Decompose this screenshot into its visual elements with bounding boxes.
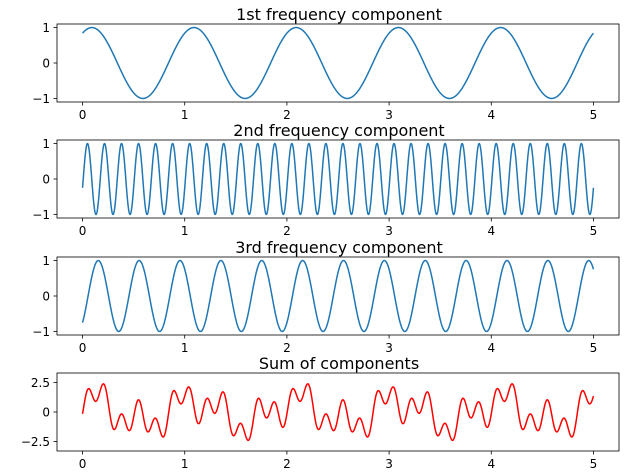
subplot-3-xtick-label: 2 — [283, 341, 291, 355]
subplot-1-title: 1st frequency component — [236, 5, 442, 24]
subplot-1-xtick-label: 1 — [181, 108, 189, 122]
subplot-3-ytick-label: 1 — [42, 254, 50, 268]
subplot-4-xtick-label: 3 — [385, 457, 393, 471]
subplot-4-series-line — [81, 383, 595, 442]
subplot-1-xtick-label: 5 — [590, 108, 598, 122]
subplot-2-ytick-label: 1 — [42, 137, 50, 151]
subplot-3-title: 3rd frequency component — [235, 238, 443, 257]
subplot-2-series-line — [81, 142, 595, 216]
subplot-4-xtick-label: 5 — [590, 457, 598, 471]
subplot-2-ytick-label: −1 — [32, 208, 50, 222]
subplot-1-xtick-label: 2 — [283, 108, 291, 122]
subplot-4-axes-frame — [56, 372, 620, 452]
subplot-3-ytick-label: −1 — [32, 325, 50, 339]
subplot-2-xtick-label: 5 — [590, 224, 598, 238]
subplot-2-title: 2nd frequency component — [233, 121, 444, 140]
subplot-2-xtick-label: 3 — [385, 224, 393, 238]
subplot-1-ytick-label: −1 — [32, 92, 50, 106]
subplot-4-ytick-label: 0 — [42, 406, 50, 420]
subplot-2-xtick-label: 1 — [181, 224, 189, 238]
subplot-4-xtick-label: 0 — [79, 457, 87, 471]
subplot-4-title: Sum of components — [259, 354, 419, 373]
subplot-1: 1st frequency component 0 1 2 3 4 5 −1 0 1 — [32, 5, 620, 122]
subplot-3-xtick-label: 0 — [79, 341, 87, 355]
subplot-2-xtick-label: 2 — [283, 224, 291, 238]
subplot-4-ytick-label: −2.5 — [21, 435, 50, 449]
subplot-1-ytick-label: 0 — [42, 57, 50, 71]
subplot-3-xtick-label: 5 — [590, 341, 598, 355]
subplot-4-xtick-label: 1 — [181, 457, 189, 471]
subplot-2: 2nd frequency component 0 1 2 3 4 5 −1 0 1 — [32, 121, 620, 238]
subplot-3-xtick-label: 1 — [181, 341, 189, 355]
subplot-1-xtick-label: 0 — [79, 108, 87, 122]
subplot-3-axes-frame — [56, 256, 620, 336]
subplot-3: 3rd frequency component 0 1 2 3 4 5 −1 0 1 — [32, 238, 620, 355]
subplot-1-series-line — [81, 26, 595, 100]
subplot-2-xtick-label: 0 — [79, 224, 87, 238]
subplot-1-xtick-label: 3 — [385, 108, 393, 122]
subplot-2-ytick-label: 0 — [42, 173, 50, 187]
subplot-4-xtick-label: 4 — [487, 457, 495, 471]
subplot-1-ytick-label: 1 — [42, 21, 50, 35]
subplot-3-xtick-label: 4 — [487, 341, 495, 355]
subplot-1-axes-frame — [56, 23, 620, 103]
subplot-3-ytick-label: 0 — [42, 290, 50, 304]
subplot-4-ytick-label: 2.5 — [31, 376, 50, 390]
subplot-2-xtick-label: 4 — [487, 224, 495, 238]
subplot-4-xtick-label: 2 — [283, 457, 291, 471]
subplot-3-series-line — [81, 259, 595, 333]
subplot-1-xtick-label: 4 — [487, 108, 495, 122]
subplot-4: Sum of components 0 1 2 3 4 5 −2.5 0 2.5 — [21, 354, 620, 471]
subplot-3-xtick-label: 3 — [385, 341, 393, 355]
